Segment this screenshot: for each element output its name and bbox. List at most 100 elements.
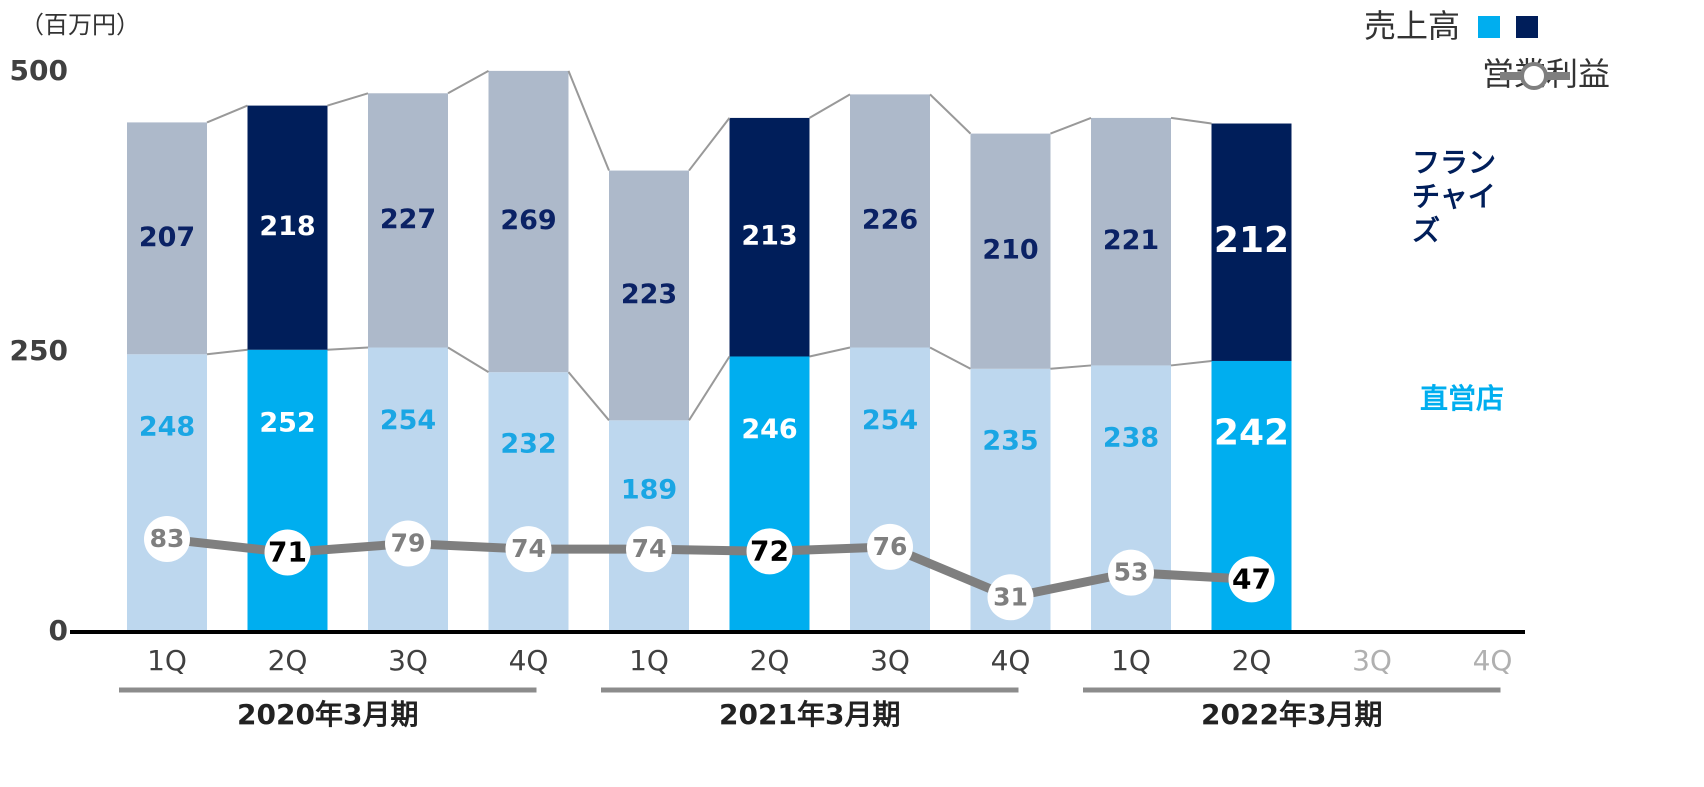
value-label: 242 [1214,413,1289,454]
connector [447,70,489,95]
profit-label: 71 [268,535,307,568]
profit-marker [746,528,793,575]
value-label: 246 [741,414,797,445]
profit-label: 79 [391,529,426,558]
connector [206,104,248,124]
connector [808,93,851,119]
value-label: 232 [500,429,556,460]
period-label: 2021年3月期 [719,698,900,731]
value-label: 254 [862,405,918,436]
x-tick-label: 4Q [1473,644,1513,677]
x-tick-label: 1Q [147,644,187,677]
value-label: 252 [259,407,315,438]
series-label: フランチャイズ [1412,146,1497,247]
bar [729,356,810,632]
period-label: 2022年3月期 [1201,698,1382,731]
profit-label: 31 [993,582,1028,611]
profit-marker [1108,549,1154,596]
profit-label: 74 [511,534,546,563]
profit-label: 76 [873,532,908,561]
x-tick-label: 1Q [1111,644,1151,677]
bar [127,122,207,355]
x-tick-label: 2Q [268,644,308,677]
connector [929,93,972,135]
bar [609,170,689,421]
profit-marker [987,574,1034,621]
connector [447,346,490,374]
x-tick-label: 4Q [509,644,549,677]
profit-marker [505,526,552,573]
profit-marker [144,516,190,563]
value-label: 254 [380,405,436,436]
legend-swatch [1478,16,1500,38]
value-label: 213 [741,221,797,252]
bar [488,70,569,373]
x-tick-label: 1Q [629,644,669,677]
x-tick-label: 3Q [388,644,428,677]
connector [1050,364,1092,370]
connector [688,355,731,421]
bar [729,117,810,357]
profit-marker [867,523,913,570]
bar [247,349,328,632]
connector [809,346,851,358]
profit-marker [1228,556,1275,603]
x-tick-label: 3Q [870,644,910,677]
value-label: 212 [1214,220,1289,261]
bar [1211,123,1292,361]
profit-label: 74 [632,534,667,563]
x-tick-label: 4Q [991,644,1031,677]
profit-label: 47 [1232,562,1271,595]
bar [127,354,207,632]
profit-marker [385,520,431,567]
y-tick-label: 250 [10,334,68,367]
profit-label: 53 [1114,558,1149,587]
connector [327,346,369,351]
bar [247,105,328,350]
period-label: 2020年3月期 [237,698,418,731]
y-tick-label: 500 [10,54,68,87]
connector [929,346,971,370]
profit-line [166,534,1252,602]
bar [368,93,448,348]
value-label: 221 [1103,225,1159,256]
x-tick-label: 2Q [750,644,790,677]
connector [567,371,610,421]
connector [1170,116,1212,125]
connector [327,92,369,107]
value-label: 189 [621,474,677,505]
value-label: 223 [621,279,677,310]
series-label: 直営店 [1420,382,1505,415]
value-label: 210 [982,235,1038,266]
profit-marker [626,526,672,573]
value-label: 248 [139,412,195,443]
value-label: 218 [259,211,315,242]
bar [1091,117,1171,366]
connector [1050,116,1092,135]
bar [368,347,448,632]
legend-marker [1520,62,1548,90]
value-label: 269 [500,205,556,236]
connector [688,117,731,172]
bar [850,347,930,632]
profit-marker [264,529,311,576]
connector [567,70,610,171]
value-label: 227 [380,204,436,235]
value-label: 226 [862,204,918,235]
bar [488,372,569,632]
value-label: 238 [1103,422,1159,453]
connector [1170,359,1212,367]
value-label: 207 [139,222,195,253]
x-tick-label: 2Q [1232,644,1272,677]
y-tick-label: 0 [49,614,68,647]
legend-swatch [1516,16,1538,38]
bar [850,94,930,348]
connector [206,348,248,356]
profit-label: 72 [750,534,789,567]
unit-label: （百万円） [20,11,140,39]
legend-sales: 売上高 [1364,7,1460,45]
value-label: 235 [982,425,1038,456]
bar [970,133,1051,369]
